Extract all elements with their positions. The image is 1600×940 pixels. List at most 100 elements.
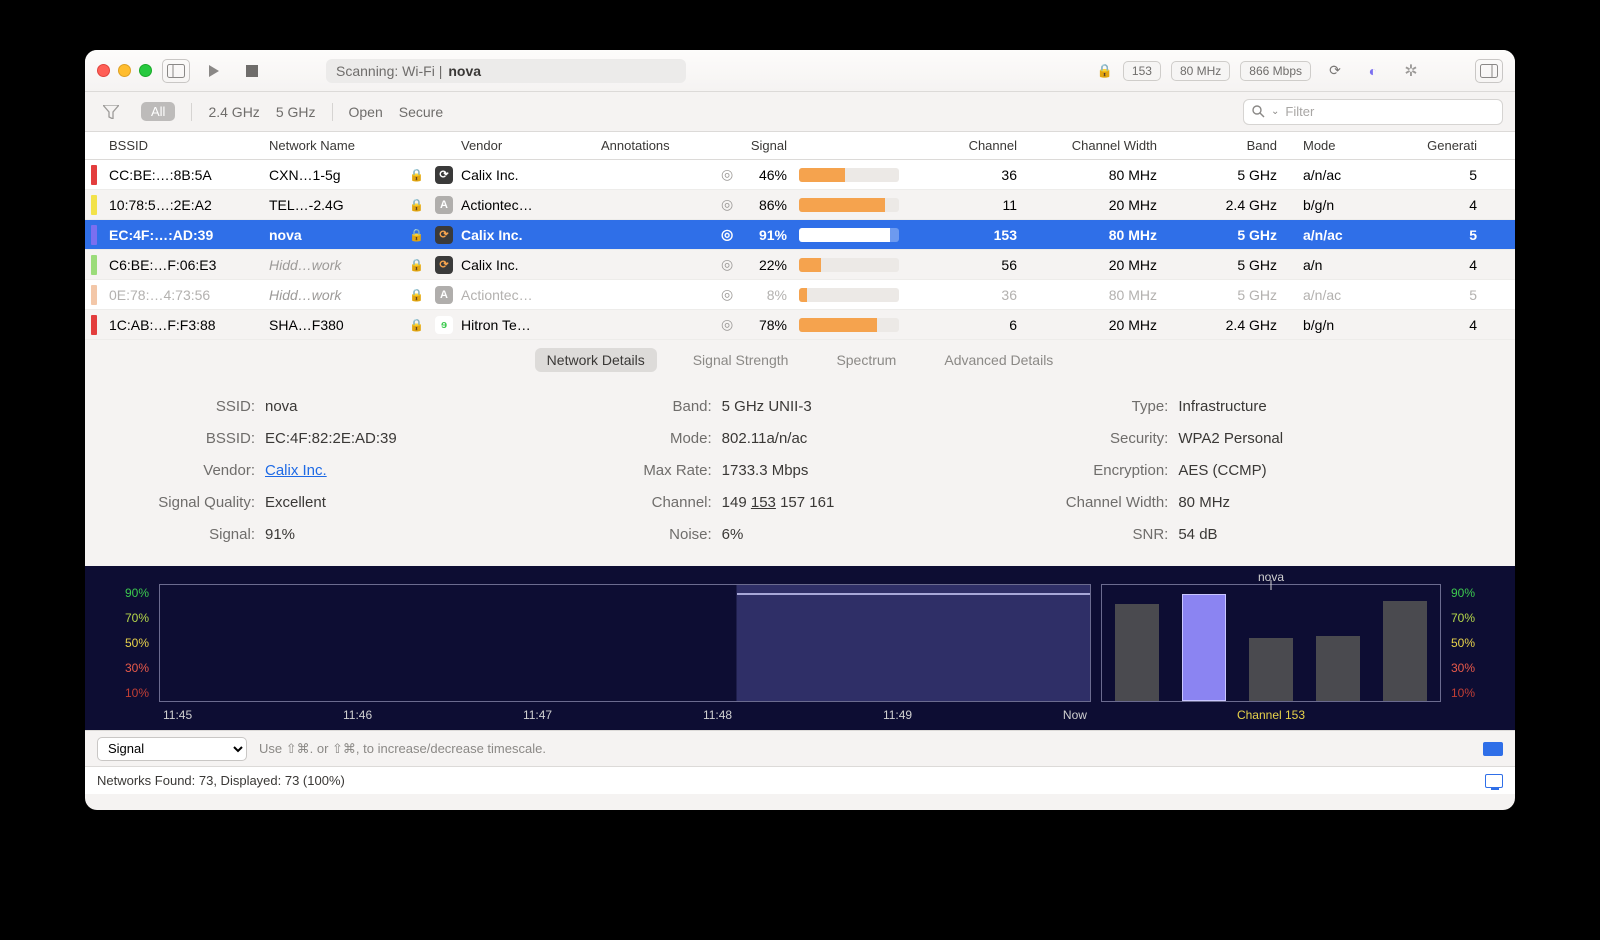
signal-value: 91%: [265, 526, 295, 543]
table-row[interactable]: 1C:AB:…F:F3:88SHA…F380🔒ɘHitron Te…◎78%62…: [85, 310, 1515, 340]
tab-network-details[interactable]: Network Details: [535, 348, 657, 372]
col-annotations[interactable]: Annotations: [595, 138, 715, 153]
row-color-indicator: [91, 195, 97, 215]
snr-label: SNR:: [1028, 526, 1178, 543]
channel-pill: 153: [1123, 61, 1161, 81]
table-header: BSSID Network Name Vendor Annotations Si…: [85, 132, 1515, 160]
tab-advanced-details[interactable]: Advanced Details: [932, 348, 1065, 372]
cell-channelwidth: 80 MHz: [1023, 287, 1163, 303]
tab-signal-strength[interactable]: Signal Strength: [681, 348, 801, 372]
channel-bar-chart[interactable]: nova Channel 153: [1101, 584, 1441, 726]
status-text: Networks Found: 73, Displayed: 73 (100%): [97, 773, 345, 788]
cell-mode: a/n/ac: [1283, 167, 1393, 183]
mode-value: 802.11a/n/ac: [722, 430, 808, 447]
vendor-icon: A: [429, 195, 455, 214]
cell-vendor: Actiontec…: [455, 197, 595, 213]
vendor-icon: ɘ: [429, 315, 455, 334]
security-label: Security:: [1028, 430, 1178, 447]
minimize-window-button[interactable]: [118, 64, 131, 77]
filter-all[interactable]: All: [141, 102, 175, 121]
col-signal[interactable]: Signal: [741, 138, 793, 153]
zoom-window-button[interactable]: [139, 64, 152, 77]
metric-select[interactable]: Signal: [97, 737, 247, 761]
lock-icon: 🔒: [403, 318, 429, 332]
app-window: Scanning: Wi-Fi | nova 🔒 153 80 MHz 866 …: [85, 50, 1515, 810]
y-axis-right: 90% 70% 50% 30% 10%: [1451, 584, 1497, 702]
ssid-label: SSID:: [115, 398, 265, 415]
col-mode[interactable]: Mode: [1283, 138, 1393, 153]
bottom-toolbar: Signal Use ⇧⌘. or ⇧⌘, to increase/decrea…: [85, 730, 1515, 766]
security-value: WPA2 Personal: [1178, 430, 1283, 447]
bssid-label: BSSID:: [115, 430, 265, 447]
cell-band: 2.4 GHz: [1163, 317, 1283, 333]
col-channel[interactable]: Channel: [903, 138, 1023, 153]
type-value: Infrastructure: [1178, 398, 1266, 415]
stop-icon[interactable]: [238, 59, 266, 83]
table-row[interactable]: EC:4F:…:AD:39nova🔒⟳Calix Inc.◎91%15380 M…: [85, 220, 1515, 250]
cell-band: 5 GHz: [1163, 257, 1283, 273]
encryption-value: AES (CCMP): [1178, 462, 1266, 479]
cell-channelwidth: 20 MHz: [1023, 257, 1163, 273]
cell-vendor: Hitron Te…: [455, 317, 595, 333]
play-icon[interactable]: [200, 59, 228, 83]
funnel-icon[interactable]: [97, 100, 125, 124]
lock-icon: 🔒: [403, 228, 429, 242]
bssid-value: EC:4F:82:2E:AD:39: [265, 430, 397, 447]
signal-bar: [793, 168, 903, 182]
filter-open[interactable]: Open: [349, 104, 383, 120]
vendor-link[interactable]: Calix Inc.: [265, 462, 327, 479]
table-row[interactable]: 0E:78:…4:73:56Hidd…work🔒AActiontec…◎8%36…: [85, 280, 1515, 310]
table-row[interactable]: C6:BE:…F:06:E3Hidd…work🔒⟳Calix Inc.◎22%5…: [85, 250, 1515, 280]
cell-signal: 46%: [741, 167, 793, 183]
cell-mode: b/g/n: [1283, 317, 1393, 333]
cell-network-name: TEL…-2.4G: [263, 197, 403, 213]
table-row[interactable]: CC:BE:…:8B:5ACXN…1-5g🔒⟳Calix Inc.◎46%368…: [85, 160, 1515, 190]
filter-search[interactable]: ⌄ Filter: [1243, 99, 1503, 125]
channelwidth-value: 80 MHz: [1178, 494, 1230, 511]
cell-channel: 6: [903, 317, 1023, 333]
close-window-button[interactable]: [97, 64, 110, 77]
filter-24ghz[interactable]: 2.4 GHz: [208, 104, 259, 120]
col-bssid[interactable]: BSSID: [103, 138, 263, 153]
signal-icon: ◎: [715, 166, 741, 183]
signalquality-label: Signal Quality:: [115, 494, 265, 511]
signal-bar: [793, 228, 903, 242]
row-color-indicator: [91, 255, 97, 275]
width-pill: 80 MHz: [1171, 61, 1230, 81]
display-mode-icon[interactable]: [1483, 742, 1503, 756]
cell-vendor: Calix Inc.: [455, 167, 595, 183]
rate-pill: 866 Mbps: [1240, 61, 1311, 81]
cell-channelwidth: 20 MHz: [1023, 317, 1163, 333]
network-details: SSID:nova BSSID:EC:4F:82:2E:AD:39 Vendor…: [85, 380, 1515, 566]
cell-signal: 91%: [741, 227, 793, 243]
col-generation[interactable]: Generati: [1393, 138, 1483, 153]
col-band[interactable]: Band: [1163, 138, 1283, 153]
table-row[interactable]: 10:78:5…:2E:A2TEL…-2.4G🔒AActiontec…◎86%1…: [85, 190, 1515, 220]
sidebar-toggle-icon[interactable]: [162, 59, 190, 83]
row-color-indicator: [91, 285, 97, 305]
cell-mode: b/g/n: [1283, 197, 1393, 213]
col-name[interactable]: Network Name: [263, 138, 403, 153]
tab-spectrum[interactable]: Spectrum: [824, 348, 908, 372]
screen-icon[interactable]: [1485, 774, 1503, 788]
filter-secure[interactable]: Secure: [399, 104, 443, 120]
cell-band: 5 GHz: [1163, 227, 1283, 243]
cell-vendor: Actiontec…: [455, 287, 595, 303]
detail-tabs: Network Details Signal Strength Spectrum…: [85, 340, 1515, 380]
scan-status: Scanning: Wi-Fi | nova: [326, 59, 686, 83]
cell-channel: 36: [903, 287, 1023, 303]
titlebar: Scanning: Wi-Fi | nova 🔒 153 80 MHz 866 …: [85, 50, 1515, 92]
color-icon[interactable]: ◐: [1359, 59, 1387, 83]
cell-network-name: Hidd…work: [263, 257, 403, 273]
col-vendor[interactable]: Vendor: [455, 138, 595, 153]
cell-mode: a/n: [1283, 257, 1393, 273]
col-channelwidth[interactable]: Channel Width: [1023, 138, 1163, 153]
snr-value: 54 dB: [1178, 526, 1217, 543]
cell-vendor: Calix Inc.: [455, 257, 595, 273]
activity-icon[interactable]: ⟳: [1321, 59, 1349, 83]
filter-5ghz[interactable]: 5 GHz: [276, 104, 316, 120]
vendor-icon: ⟳: [429, 165, 455, 184]
cell-signal: 78%: [741, 317, 793, 333]
signal-timeline-chart[interactable]: 11:45 11:46 11:47 11:48 11:49 Now: [159, 584, 1091, 726]
panel-toggle-icon[interactable]: [1475, 59, 1503, 83]
